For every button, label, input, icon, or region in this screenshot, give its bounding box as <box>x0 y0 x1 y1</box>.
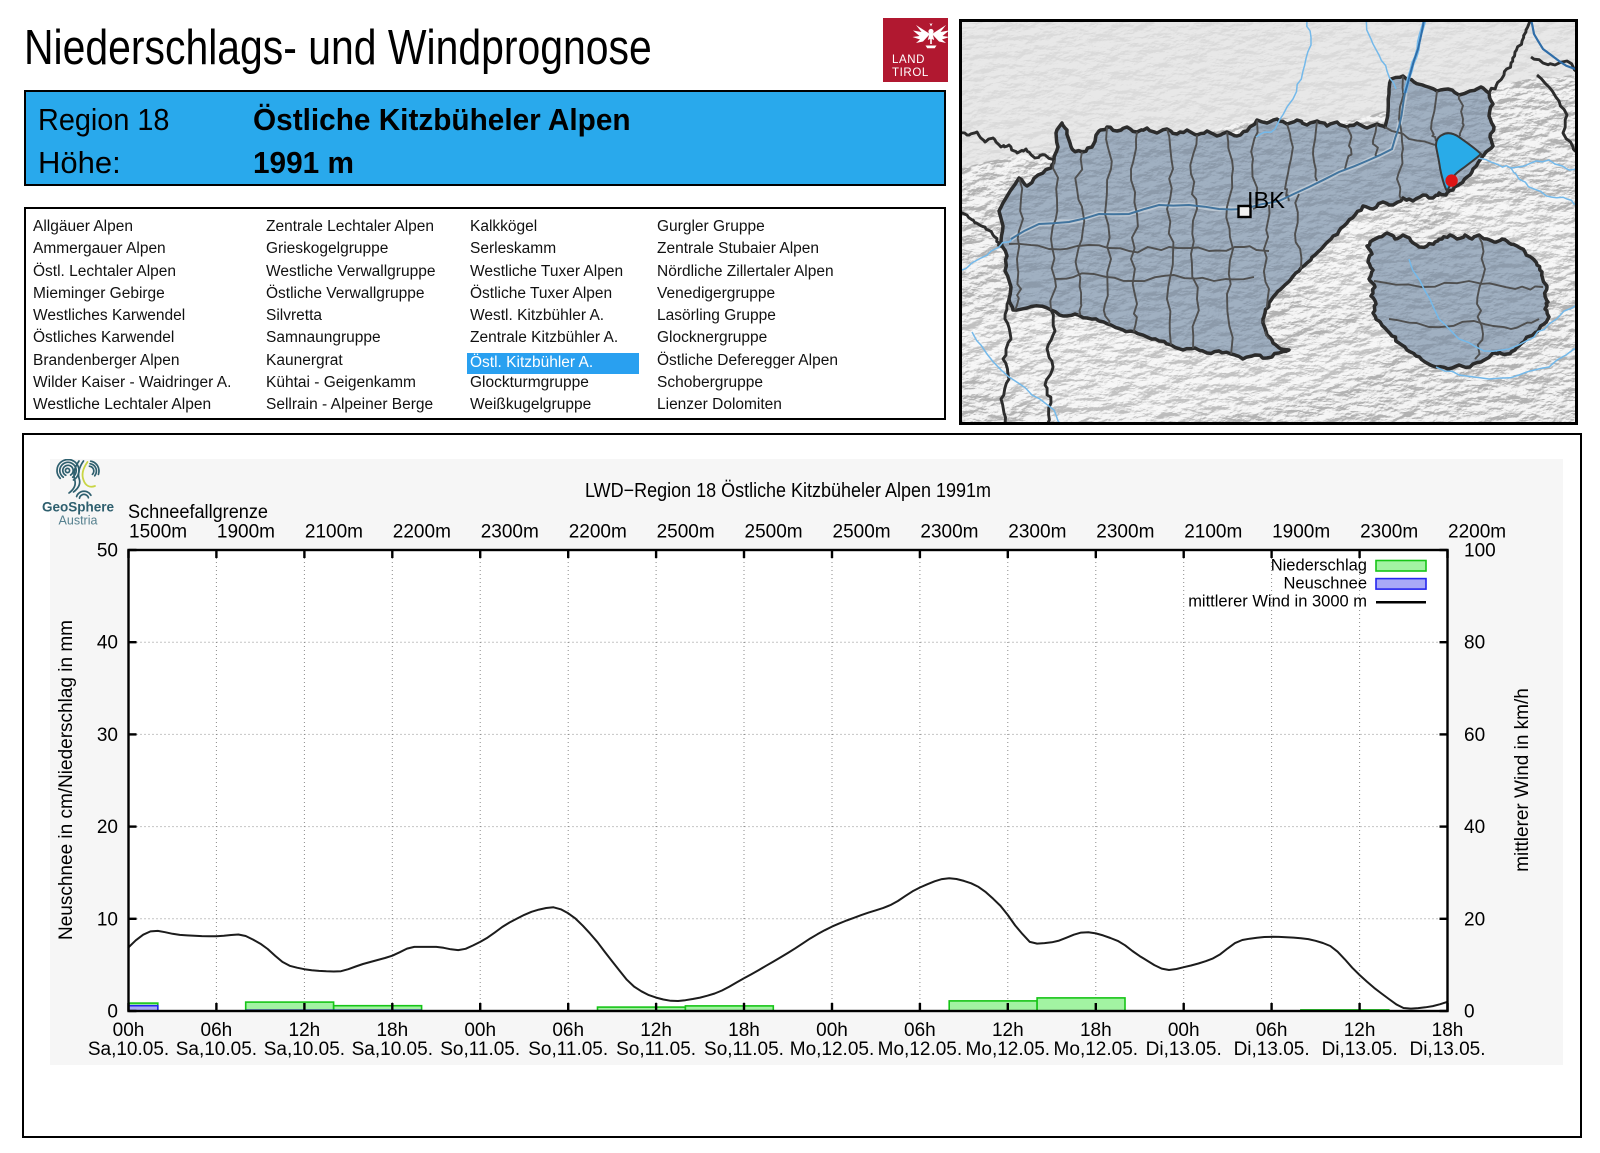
svg-text:LWD−Region 18 Östliche Kitzbüh: LWD−Region 18 Östliche Kitzbüheler Alpen… <box>585 480 991 502</box>
svg-text:Niederschlag: Niederschlag <box>1271 557 1367 575</box>
svg-text:50: 50 <box>97 541 118 562</box>
svg-text:2500m: 2500m <box>745 522 803 543</box>
svg-text:1900m: 1900m <box>1272 522 1330 543</box>
svg-text:0: 0 <box>1464 1002 1475 1023</box>
svg-text:2500m: 2500m <box>657 522 715 543</box>
svg-text:06h: 06h <box>552 1020 584 1041</box>
svg-text:GeoSphere: GeoSphere <box>42 500 115 515</box>
svg-text:Neuschnee: Neuschnee <box>1284 575 1367 593</box>
svg-text:2200m: 2200m <box>569 522 627 543</box>
svg-text:12h: 12h <box>992 1020 1024 1041</box>
svg-text:12h: 12h <box>640 1020 672 1041</box>
svg-text:2200m: 2200m <box>1448 522 1506 543</box>
svg-text:So,11.05.: So,11.05. <box>704 1039 784 1060</box>
svg-text:00h: 00h <box>113 1020 145 1041</box>
svg-text:10: 10 <box>97 909 118 930</box>
svg-text:06h: 06h <box>201 1020 233 1041</box>
svg-text:So,11.05.: So,11.05. <box>528 1039 608 1060</box>
svg-text:Sa,10.05.: Sa,10.05. <box>352 1039 433 1060</box>
svg-text:Di,13.05.: Di,13.05. <box>1322 1039 1398 1060</box>
svg-text:0: 0 <box>107 1002 118 1023</box>
svg-text:20: 20 <box>1464 909 1485 930</box>
svg-text:80: 80 <box>1464 633 1485 654</box>
svg-text:Mo,12.05.: Mo,12.05. <box>790 1039 875 1060</box>
svg-text:IBK: IBK <box>1247 187 1285 213</box>
svg-text:Mo,12.05.: Mo,12.05. <box>1054 1039 1139 1060</box>
svg-text:00h: 00h <box>1168 1020 1200 1041</box>
svg-text:So,11.05.: So,11.05. <box>440 1039 520 1060</box>
svg-text:1900m: 1900m <box>217 522 275 543</box>
svg-text:Mo,12.05.: Mo,12.05. <box>966 1039 1051 1060</box>
svg-text:12h: 12h <box>1344 1020 1376 1041</box>
svg-text:Mo,12.05.: Mo,12.05. <box>878 1039 963 1060</box>
svg-text:Sa,10.05.: Sa,10.05. <box>176 1039 257 1060</box>
svg-text:So,11.05.: So,11.05. <box>616 1039 696 1060</box>
svg-text:Neuschnee in cm/Niederschlag i: Neuschnee in cm/Niederschlag in mm <box>56 620 77 940</box>
svg-text:mittlerer Wind in 3000 m: mittlerer Wind in 3000 m <box>1188 593 1367 611</box>
svg-text:18h: 18h <box>1080 1020 1112 1041</box>
svg-text:18h: 18h <box>1432 1020 1464 1041</box>
svg-text:18h: 18h <box>376 1020 408 1041</box>
svg-text:00h: 00h <box>816 1020 848 1041</box>
svg-text:40: 40 <box>1464 817 1485 838</box>
svg-text:06h: 06h <box>904 1020 936 1041</box>
svg-text:100: 100 <box>1464 541 1496 562</box>
svg-text:2300m: 2300m <box>1360 522 1418 543</box>
svg-text:2300m: 2300m <box>481 522 539 543</box>
svg-text:18h: 18h <box>728 1020 760 1041</box>
svg-text:20: 20 <box>97 817 118 838</box>
svg-text:60: 60 <box>1464 725 1485 746</box>
svg-text:Di,13.05.: Di,13.05. <box>1234 1039 1310 1060</box>
svg-text:Di,13.05.: Di,13.05. <box>1409 1039 1485 1060</box>
svg-text:Sa,10.05.: Sa,10.05. <box>264 1039 345 1060</box>
svg-text:30: 30 <box>97 725 118 746</box>
svg-text:Schneefallgrenze: Schneefallgrenze <box>128 501 268 523</box>
svg-text:Di,13.05.: Di,13.05. <box>1146 1039 1222 1060</box>
svg-text:2300m: 2300m <box>920 522 978 543</box>
svg-text:mittlerer Wind in km/h: mittlerer Wind in km/h <box>1512 688 1533 872</box>
svg-text:06h: 06h <box>1256 1020 1288 1041</box>
svg-text:Sa,10.05.: Sa,10.05. <box>88 1039 169 1060</box>
svg-text:2300m: 2300m <box>1008 522 1066 543</box>
svg-text:2100m: 2100m <box>305 522 363 543</box>
svg-text:2300m: 2300m <box>1096 522 1154 543</box>
svg-text:2500m: 2500m <box>833 522 891 543</box>
svg-text:2100m: 2100m <box>1184 522 1242 543</box>
svg-text:2200m: 2200m <box>393 522 451 543</box>
svg-text:00h: 00h <box>464 1020 496 1041</box>
svg-text:1500m: 1500m <box>129 522 187 543</box>
svg-text:Austria: Austria <box>59 514 98 528</box>
svg-text:40: 40 <box>97 633 118 654</box>
svg-text:12h: 12h <box>289 1020 321 1041</box>
